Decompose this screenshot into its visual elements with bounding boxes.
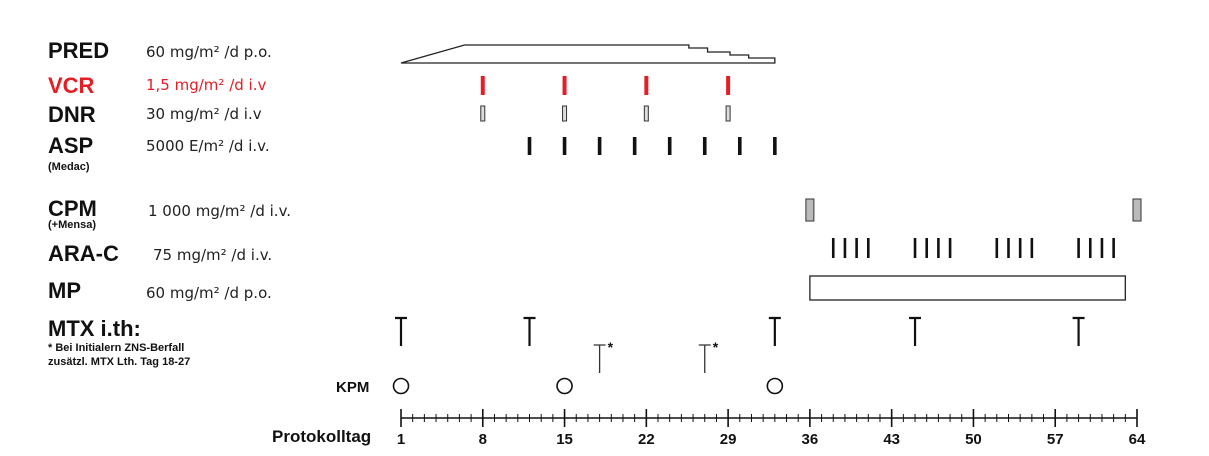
- dnr-label: DNR: [48, 102, 96, 127]
- axis-tick-label: 22: [638, 431, 655, 448]
- axis-tick-label: 50: [965, 431, 982, 448]
- mtx-marker: [909, 316, 922, 346]
- mp-dose: 60 mg/m² /d p.o.: [146, 284, 272, 302]
- arac-dose-mark: [1088, 238, 1092, 258]
- asp-label: ASP: [48, 133, 94, 158]
- kpm-marker: [392, 377, 410, 395]
- cpm-sublabel: (+Mensa): [48, 219, 96, 231]
- mtx-note-line2: zusätzl. MTX Lth. Tag 18-27: [48, 356, 191, 368]
- axis-tick-label: 36: [802, 431, 819, 448]
- asp-dose: 5000 E/m² /d i.v.: [146, 137, 270, 155]
- axis-label: Protokolltag: [272, 427, 372, 446]
- kpm-marker: [556, 377, 573, 395]
- dnr-dose-mark: [562, 105, 568, 122]
- axis-tick-label: 57: [1047, 431, 1064, 448]
- asp-dose-mark: [632, 137, 637, 155]
- mtx-marker: [768, 316, 781, 346]
- mtx-label: MTX i.th:: [48, 316, 141, 341]
- arac-dose-mark: [913, 238, 917, 258]
- dnr-dose-mark: [643, 105, 649, 122]
- vcr-dose-mark: [726, 76, 731, 95]
- arac-dose-mark: [937, 238, 940, 258]
- axis-tick-label: 64: [1129, 431, 1146, 448]
- cpm-label: CPM: [48, 196, 97, 221]
- arac-dose-mark: [925, 238, 929, 258]
- kpm-label: KPM: [336, 379, 370, 396]
- axis-tick-label: 15: [556, 431, 573, 448]
- arac-dose-mark: [855, 238, 858, 258]
- pred-label: PRED: [48, 38, 110, 63]
- arac-dose-mark: [843, 238, 847, 258]
- asp-dose-mark: [562, 137, 567, 155]
- arac-dose-mark: [948, 238, 952, 258]
- mtx-marker: [523, 316, 536, 346]
- vcr-dose-mark: [480, 76, 485, 95]
- mtx-cns-asterisk: *: [608, 339, 614, 355]
- axis-tick-label: 1: [397, 431, 405, 448]
- dnr-dose-mark: [725, 105, 731, 122]
- vcr-dose-mark: [644, 76, 649, 95]
- cpm-dose-mark: [1132, 198, 1142, 222]
- asp-dose-mark: [702, 137, 707, 155]
- axis-tick-label: 8: [479, 431, 487, 448]
- mp-duration-bar: [809, 275, 1126, 301]
- mtx-marker: [1072, 316, 1085, 346]
- arac-dose-mark: [1007, 238, 1010, 258]
- asp-dose-mark: [773, 137, 777, 155]
- asp-dose-mark: [737, 137, 742, 155]
- pred-dose: 60 mg/m² /d p.o.: [146, 43, 272, 61]
- mtx-marker: [395, 316, 407, 346]
- arac-dose-mark: [831, 238, 835, 258]
- arac-dose-mark: [995, 238, 999, 258]
- mtx-cns-marker: [698, 344, 711, 373]
- mtx-cns-asterisk: *: [713, 339, 719, 355]
- arac-dose-mark: [1018, 238, 1022, 258]
- asp-dose-mark: [667, 137, 672, 155]
- dnr-dose: 30 mg/m² /d i.v: [146, 105, 262, 123]
- vcr-label: VCR: [48, 73, 95, 98]
- axis-tick-label: 43: [883, 431, 900, 448]
- asp-sublabel: (Medac): [48, 161, 90, 173]
- cpm-dose: 1 000 mg/m² /d i.v.: [148, 202, 292, 220]
- pred-taper-bar: [400, 44, 776, 64]
- mtx-cns-marker: [593, 344, 606, 373]
- arac-dose: 75 mg/m² /d i.v.: [153, 246, 273, 264]
- arac-dose-mark: [1112, 238, 1115, 258]
- arac-dose-mark: [1100, 238, 1104, 258]
- vcr-dose-mark: [562, 76, 567, 95]
- asp-dose-mark: [527, 137, 532, 155]
- arac-label: ARA-C: [48, 241, 119, 266]
- arac-dose-mark: [867, 238, 870, 258]
- vcr-dose: 1,5 mg/m² /d i.v: [146, 76, 267, 94]
- arac-dose-mark: [1030, 238, 1034, 258]
- mp-label: MP: [48, 278, 81, 303]
- axis-tick-label: 29: [720, 431, 737, 448]
- asp-dose-mark: [597, 137, 602, 155]
- dnr-dose-mark: [480, 105, 486, 122]
- cpm-dose-mark: [805, 198, 815, 222]
- arac-dose-mark: [1077, 238, 1080, 258]
- mtx-note-line1: * Bei Initialern ZNS-Berfall: [48, 342, 185, 354]
- kpm-marker: [766, 377, 784, 395]
